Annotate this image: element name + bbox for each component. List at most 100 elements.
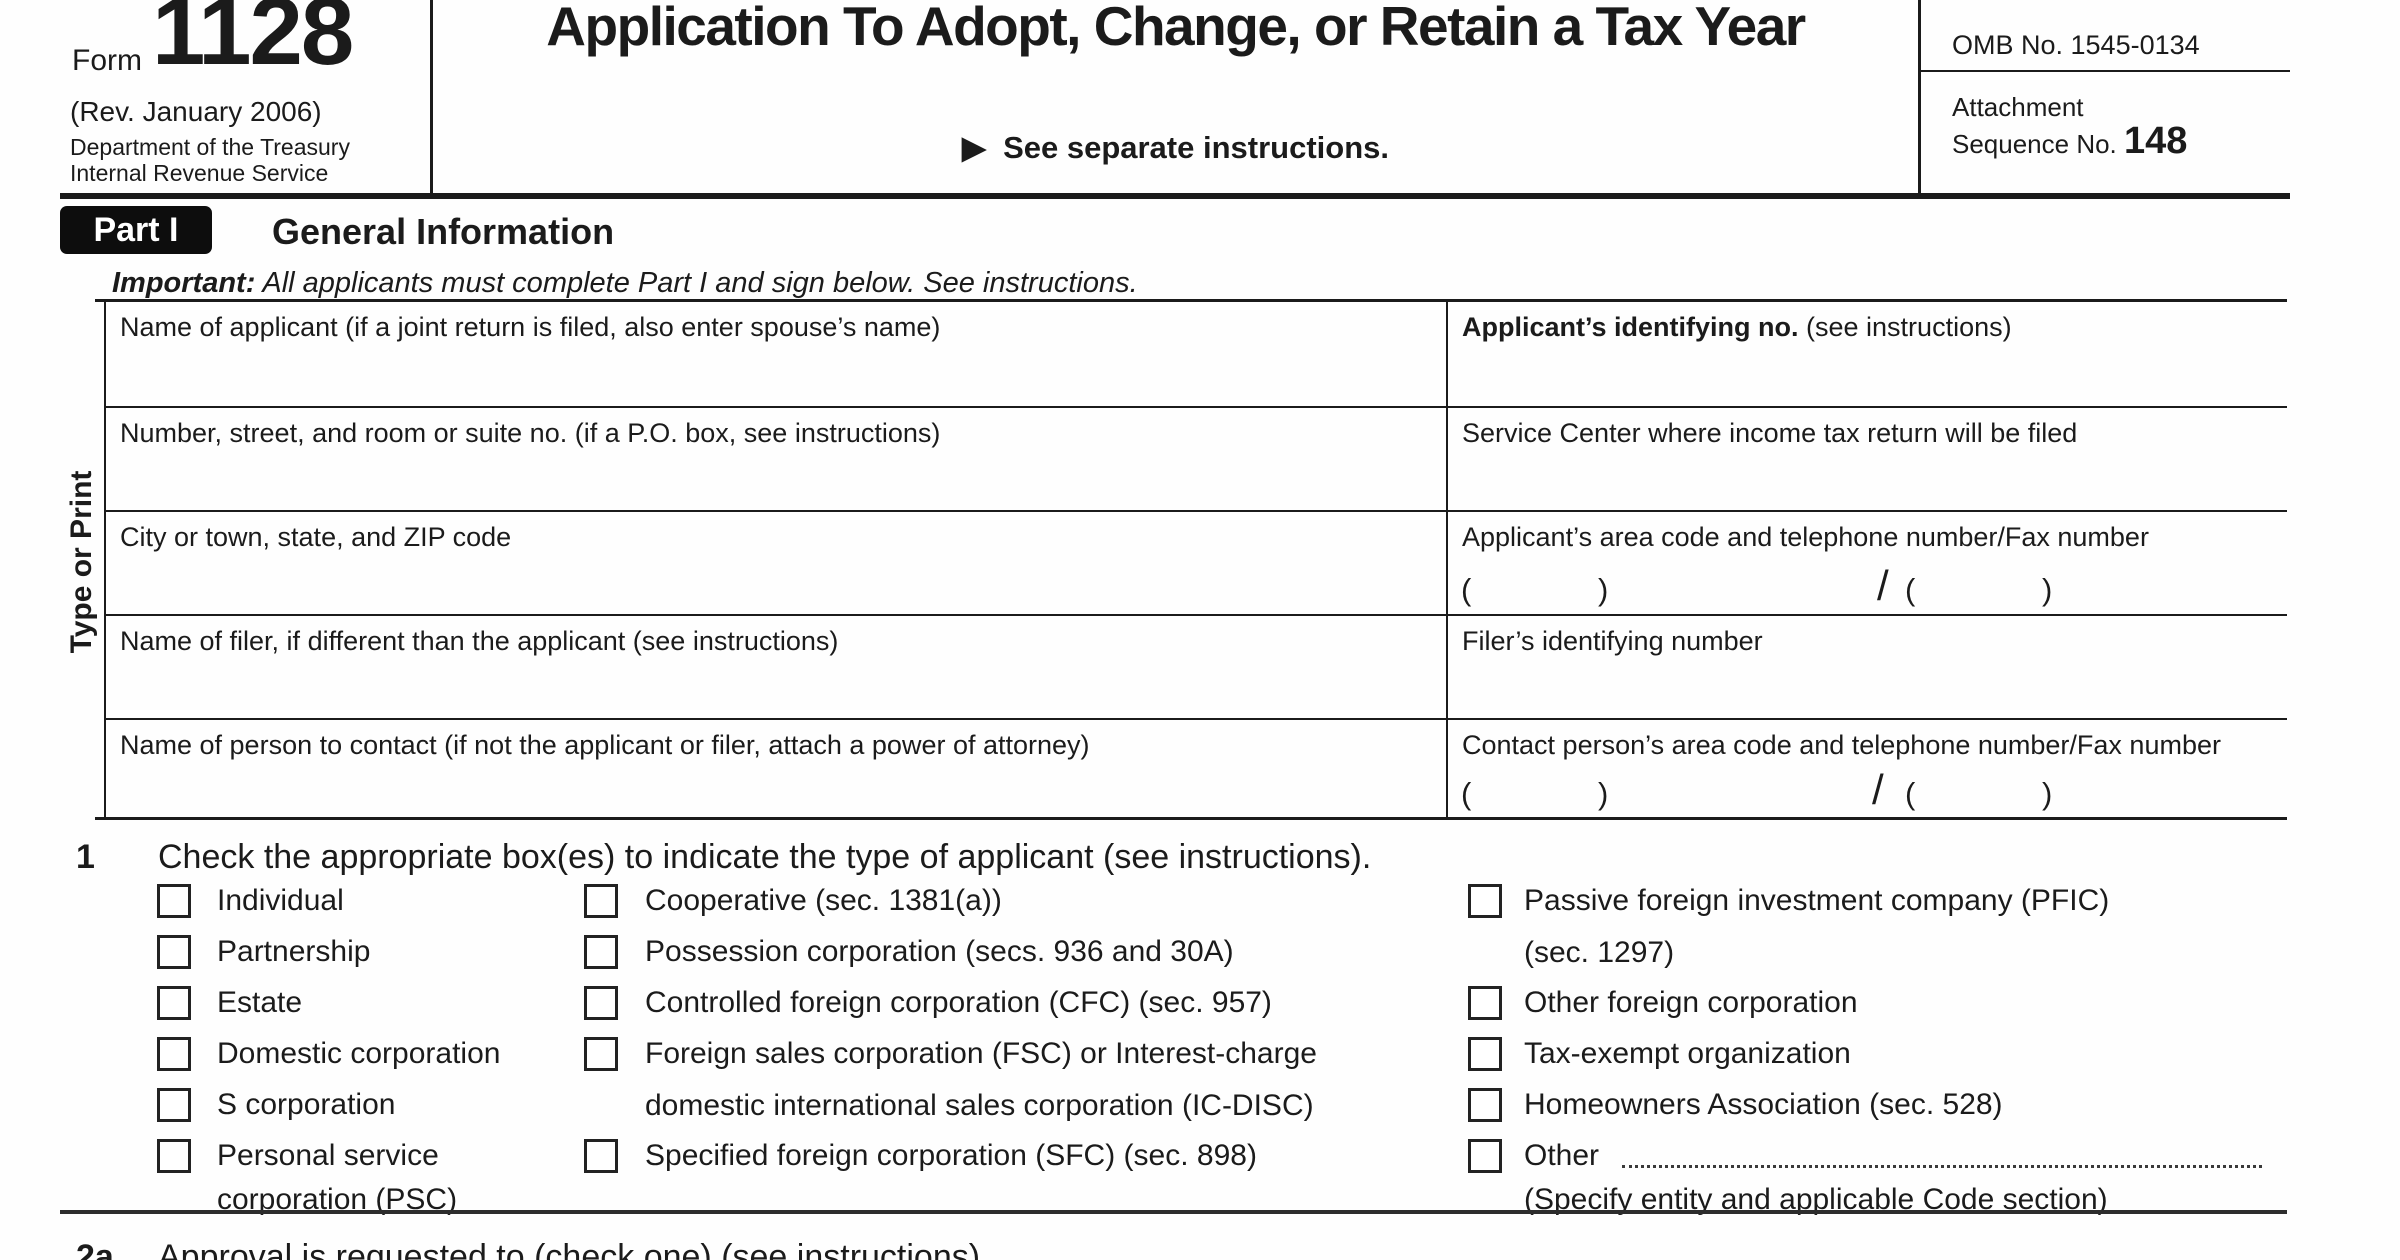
fax-open-paren: ( [1905, 776, 1916, 811]
omb-number: OMB No. 1545-0134 [1952, 30, 2200, 60]
label-other: Other [1524, 1139, 1600, 1172]
fax-close-paren: ) [2042, 572, 2053, 607]
label-ic-disc-line2: domestic international sales corporation… [645, 1089, 1314, 1122]
cell-label: Service Center where income tax return w… [1462, 418, 2078, 448]
checkbox-s-corporation[interactable] [157, 1088, 191, 1122]
cell-name-of-filer[interactable]: Name of filer, if different than the app… [106, 616, 1446, 718]
checkbox-cooperative[interactable] [584, 884, 618, 918]
label-homeowners-association: Homeowners Association (sec. 528) [1524, 1088, 2003, 1121]
treasury-line: Department of the Treasury [70, 134, 350, 160]
fax-close-paren: ) [2042, 776, 2053, 811]
checkbox-pfic[interactable] [1468, 884, 1502, 918]
fax-open-paren: ( [1905, 572, 1916, 607]
checkbox-tax-exempt-organization[interactable] [1468, 1037, 1502, 1071]
part1-badge-label: Part I [93, 211, 179, 249]
see-instructions-line: ▶ See separate instructions. [433, 130, 1918, 166]
line2a-text: Approval is requested to (check one) (se… [158, 1238, 981, 1260]
checkbox-personal-service-corporation[interactable] [157, 1139, 191, 1173]
checkbox-other-foreign-corporation[interactable] [1468, 986, 1502, 1020]
cell-label-note: (see instructions) [1806, 312, 2012, 342]
sequence-line: Sequence No. 148 [1952, 120, 2187, 163]
line1-number: 1 [76, 838, 95, 876]
label-possession-corporation: Possession corporation (secs. 936 and 30… [645, 935, 1234, 968]
label-cooperative: Cooperative (sec. 1381(a)) [645, 884, 1002, 917]
row-divider-2 [104, 510, 2287, 512]
form-number: 1128 [152, 0, 354, 85]
cell-filer-identifying-number[interactable]: Filer’s identifying number [1448, 616, 2287, 718]
line1-text: Check the appropriate box(es) to indicat… [158, 838, 1372, 876]
label-other-foreign-corporation: Other foreign corporation [1524, 986, 1858, 1019]
checkbox-estate[interactable] [157, 986, 191, 1020]
omb-divider [1918, 70, 2290, 72]
header-left-divider [430, 0, 433, 197]
label-pfic-line2: (sec. 1297) [1524, 936, 1675, 969]
cell-city-state-zip[interactable]: City or town, state, and ZIP code [106, 512, 1446, 614]
label-domestic-corporation: Domestic corporation [217, 1037, 501, 1070]
see-instructions-text: See separate instructions. [1003, 130, 1389, 165]
header-right-divider [1918, 0, 1921, 197]
right-arrowhead-icon: ▶ [961, 130, 986, 165]
form-title: Application To Adopt, Change, or Retain … [546, 0, 1806, 57]
part1-title: General Information [272, 211, 615, 252]
phone-open-paren: ( [1461, 572, 1472, 607]
checkbox-other[interactable] [1468, 1139, 1502, 1173]
line2a-number: 2a [76, 1238, 114, 1260]
label-fsc: Foreign sales corporation (FSC) or Inter… [645, 1037, 1317, 1070]
cell-label: Filer’s identifying number [1462, 626, 1763, 656]
table-middle-border [1446, 299, 1448, 820]
cell-contact-phone[interactable]: Contact person’s area code and telephone… [1448, 720, 2287, 817]
checkbox-specified-foreign-corporation[interactable] [584, 1139, 618, 1173]
section-rule [60, 1210, 2287, 1214]
phone-open-paren: ( [1461, 776, 1472, 811]
sequence-label: Sequence No. [1952, 129, 2117, 159]
cell-label: Name of applicant (if a joint return is … [120, 312, 941, 342]
label-estate: Estate [217, 986, 303, 1019]
attachment-label: Attachment [1952, 92, 2084, 122]
table-bottom-rule [95, 817, 2287, 820]
cell-service-center[interactable]: Service Center where income tax return w… [1448, 408, 2287, 510]
cell-label: City or town, state, and ZIP code [120, 522, 512, 552]
form-word: Form [72, 44, 142, 77]
label-partnership: Partnership [217, 935, 371, 968]
cell-label: Name of filer, if different than the app… [120, 626, 839, 656]
form-revision: (Rev. January 2006) [70, 96, 322, 127]
label-personal-service: Personal service [217, 1139, 439, 1172]
row-divider-3 [104, 614, 2287, 616]
other-specify-dotted-line[interactable] [1622, 1139, 2262, 1168]
phone-close-paren: ) [1598, 776, 1609, 811]
cell-name-of-applicant[interactable]: Name of applicant (if a joint return is … [106, 301, 1446, 406]
cell-street-address[interactable]: Number, street, and room or suite no. (i… [106, 408, 1446, 510]
row-divider-4 [104, 718, 2287, 720]
part1-badge: Part I [60, 206, 212, 254]
checkbox-domestic-corporation[interactable] [157, 1037, 191, 1071]
label-controlled-foreign-corporation: Controlled foreign corporation (CFC) (se… [645, 986, 1272, 1019]
row-divider-1 [104, 406, 2287, 408]
type-or-print-label: Type or Print [65, 470, 98, 654]
important-lead: Important: [112, 267, 256, 299]
phone-slash: / [1872, 766, 1884, 813]
checkbox-partnership[interactable] [157, 935, 191, 969]
cell-applicant-phone[interactable]: Applicant’s area code and telephone numb… [1448, 512, 2287, 614]
cell-label: Contact person’s area code and telephone… [1462, 730, 2221, 760]
irs-line: Internal Revenue Service [70, 160, 329, 186]
checkbox-possession-corporation[interactable] [584, 935, 618, 969]
checkbox-individual[interactable] [157, 884, 191, 918]
important-text: All applicants must complete Part I and … [262, 267, 1138, 299]
table-top-rule [95, 299, 2287, 302]
cell-label-bold: Applicant’s identifying no. [1462, 312, 1799, 342]
cell-label: Name of person to contact (if not the ap… [120, 730, 1090, 760]
sequence-number: 148 [2124, 120, 2188, 162]
label-tax-exempt-organization: Tax-exempt organization [1524, 1037, 1851, 1070]
checkbox-fsc-ic-disc[interactable] [584, 1037, 618, 1071]
phone-slash: / [1877, 562, 1889, 609]
checkbox-controlled-foreign-corporation[interactable] [584, 986, 618, 1020]
table-left-border [104, 299, 106, 820]
cell-applicant-identifying-no[interactable]: Applicant’s identifying no. (see instruc… [1448, 301, 2287, 406]
cell-label: Applicant’s area code and telephone numb… [1462, 522, 2149, 552]
label-specified-foreign-corporation: Specified foreign corporation (SFC) (sec… [645, 1139, 1257, 1172]
cell-contact-person[interactable]: Name of person to contact (if not the ap… [106, 720, 1446, 817]
checkbox-homeowners-association[interactable] [1468, 1088, 1502, 1122]
important-note: Important: All applicants must complete … [112, 267, 1138, 300]
phone-close-paren: ) [1598, 572, 1609, 607]
